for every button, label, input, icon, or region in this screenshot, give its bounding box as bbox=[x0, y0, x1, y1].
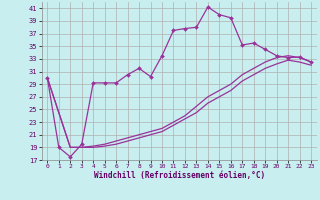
X-axis label: Windchill (Refroidissement éolien,°C): Windchill (Refroidissement éolien,°C) bbox=[94, 171, 265, 180]
